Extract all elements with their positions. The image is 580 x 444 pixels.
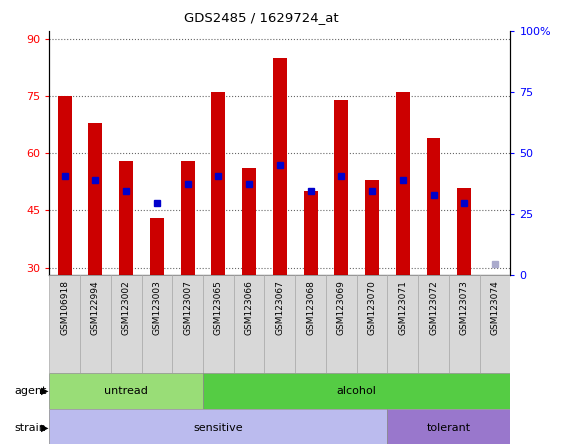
Text: GSM123067: GSM123067 [276,280,284,335]
Bar [203,275,234,373]
Bar [242,168,256,275]
Text: GSM123066: GSM123066 [245,280,253,335]
Bar [80,275,111,373]
Bar [387,275,418,373]
Bar [449,275,480,373]
Text: GSM123007: GSM123007 [183,280,192,335]
Bar [111,275,142,373]
Bar [212,92,225,275]
Text: GSM123074: GSM123074 [491,280,499,335]
Bar [295,275,326,373]
Text: sensitive: sensitive [194,423,243,432]
Bar [150,218,164,275]
Text: alcohol: alcohol [337,386,376,396]
Bar [49,373,203,409]
Bar [264,275,295,373]
Bar [234,275,264,373]
Bar [49,409,387,444]
Bar [119,161,133,275]
Bar [458,187,471,275]
Text: GSM123071: GSM123071 [398,280,407,335]
Bar [172,275,203,373]
Text: GSM123065: GSM123065 [214,280,223,335]
Bar [357,275,387,373]
Text: agent: agent [14,386,46,396]
Text: GDS2485 / 1629724_at: GDS2485 / 1629724_at [184,11,338,24]
Bar [396,92,409,275]
Text: GSM123070: GSM123070 [368,280,376,335]
Text: ▶: ▶ [41,423,48,432]
Text: strain: strain [14,423,46,432]
Bar [326,275,357,373]
Bar [304,191,317,275]
Bar [58,96,71,275]
Bar [273,58,287,275]
Bar [365,180,379,275]
Bar [488,275,502,329]
Text: GSM123002: GSM123002 [122,280,130,335]
Bar [480,275,510,373]
Text: tolerant: tolerant [427,423,471,432]
Text: GSM122994: GSM122994 [91,280,100,335]
Text: untread: untread [104,386,148,396]
Text: GSM123003: GSM123003 [153,280,161,335]
Bar [181,161,194,275]
Bar [387,409,510,444]
Text: GSM123069: GSM123069 [337,280,346,335]
Bar [427,138,440,275]
Text: GSM123068: GSM123068 [306,280,315,335]
Bar [89,123,102,275]
Bar [335,100,348,275]
Bar [49,275,80,373]
Text: GSM123073: GSM123073 [460,280,469,335]
Text: ▶: ▶ [41,386,48,396]
Bar [418,275,449,373]
Bar [142,275,172,373]
Text: GSM106918: GSM106918 [60,280,69,335]
Text: GSM123072: GSM123072 [429,280,438,335]
Bar [203,373,510,409]
